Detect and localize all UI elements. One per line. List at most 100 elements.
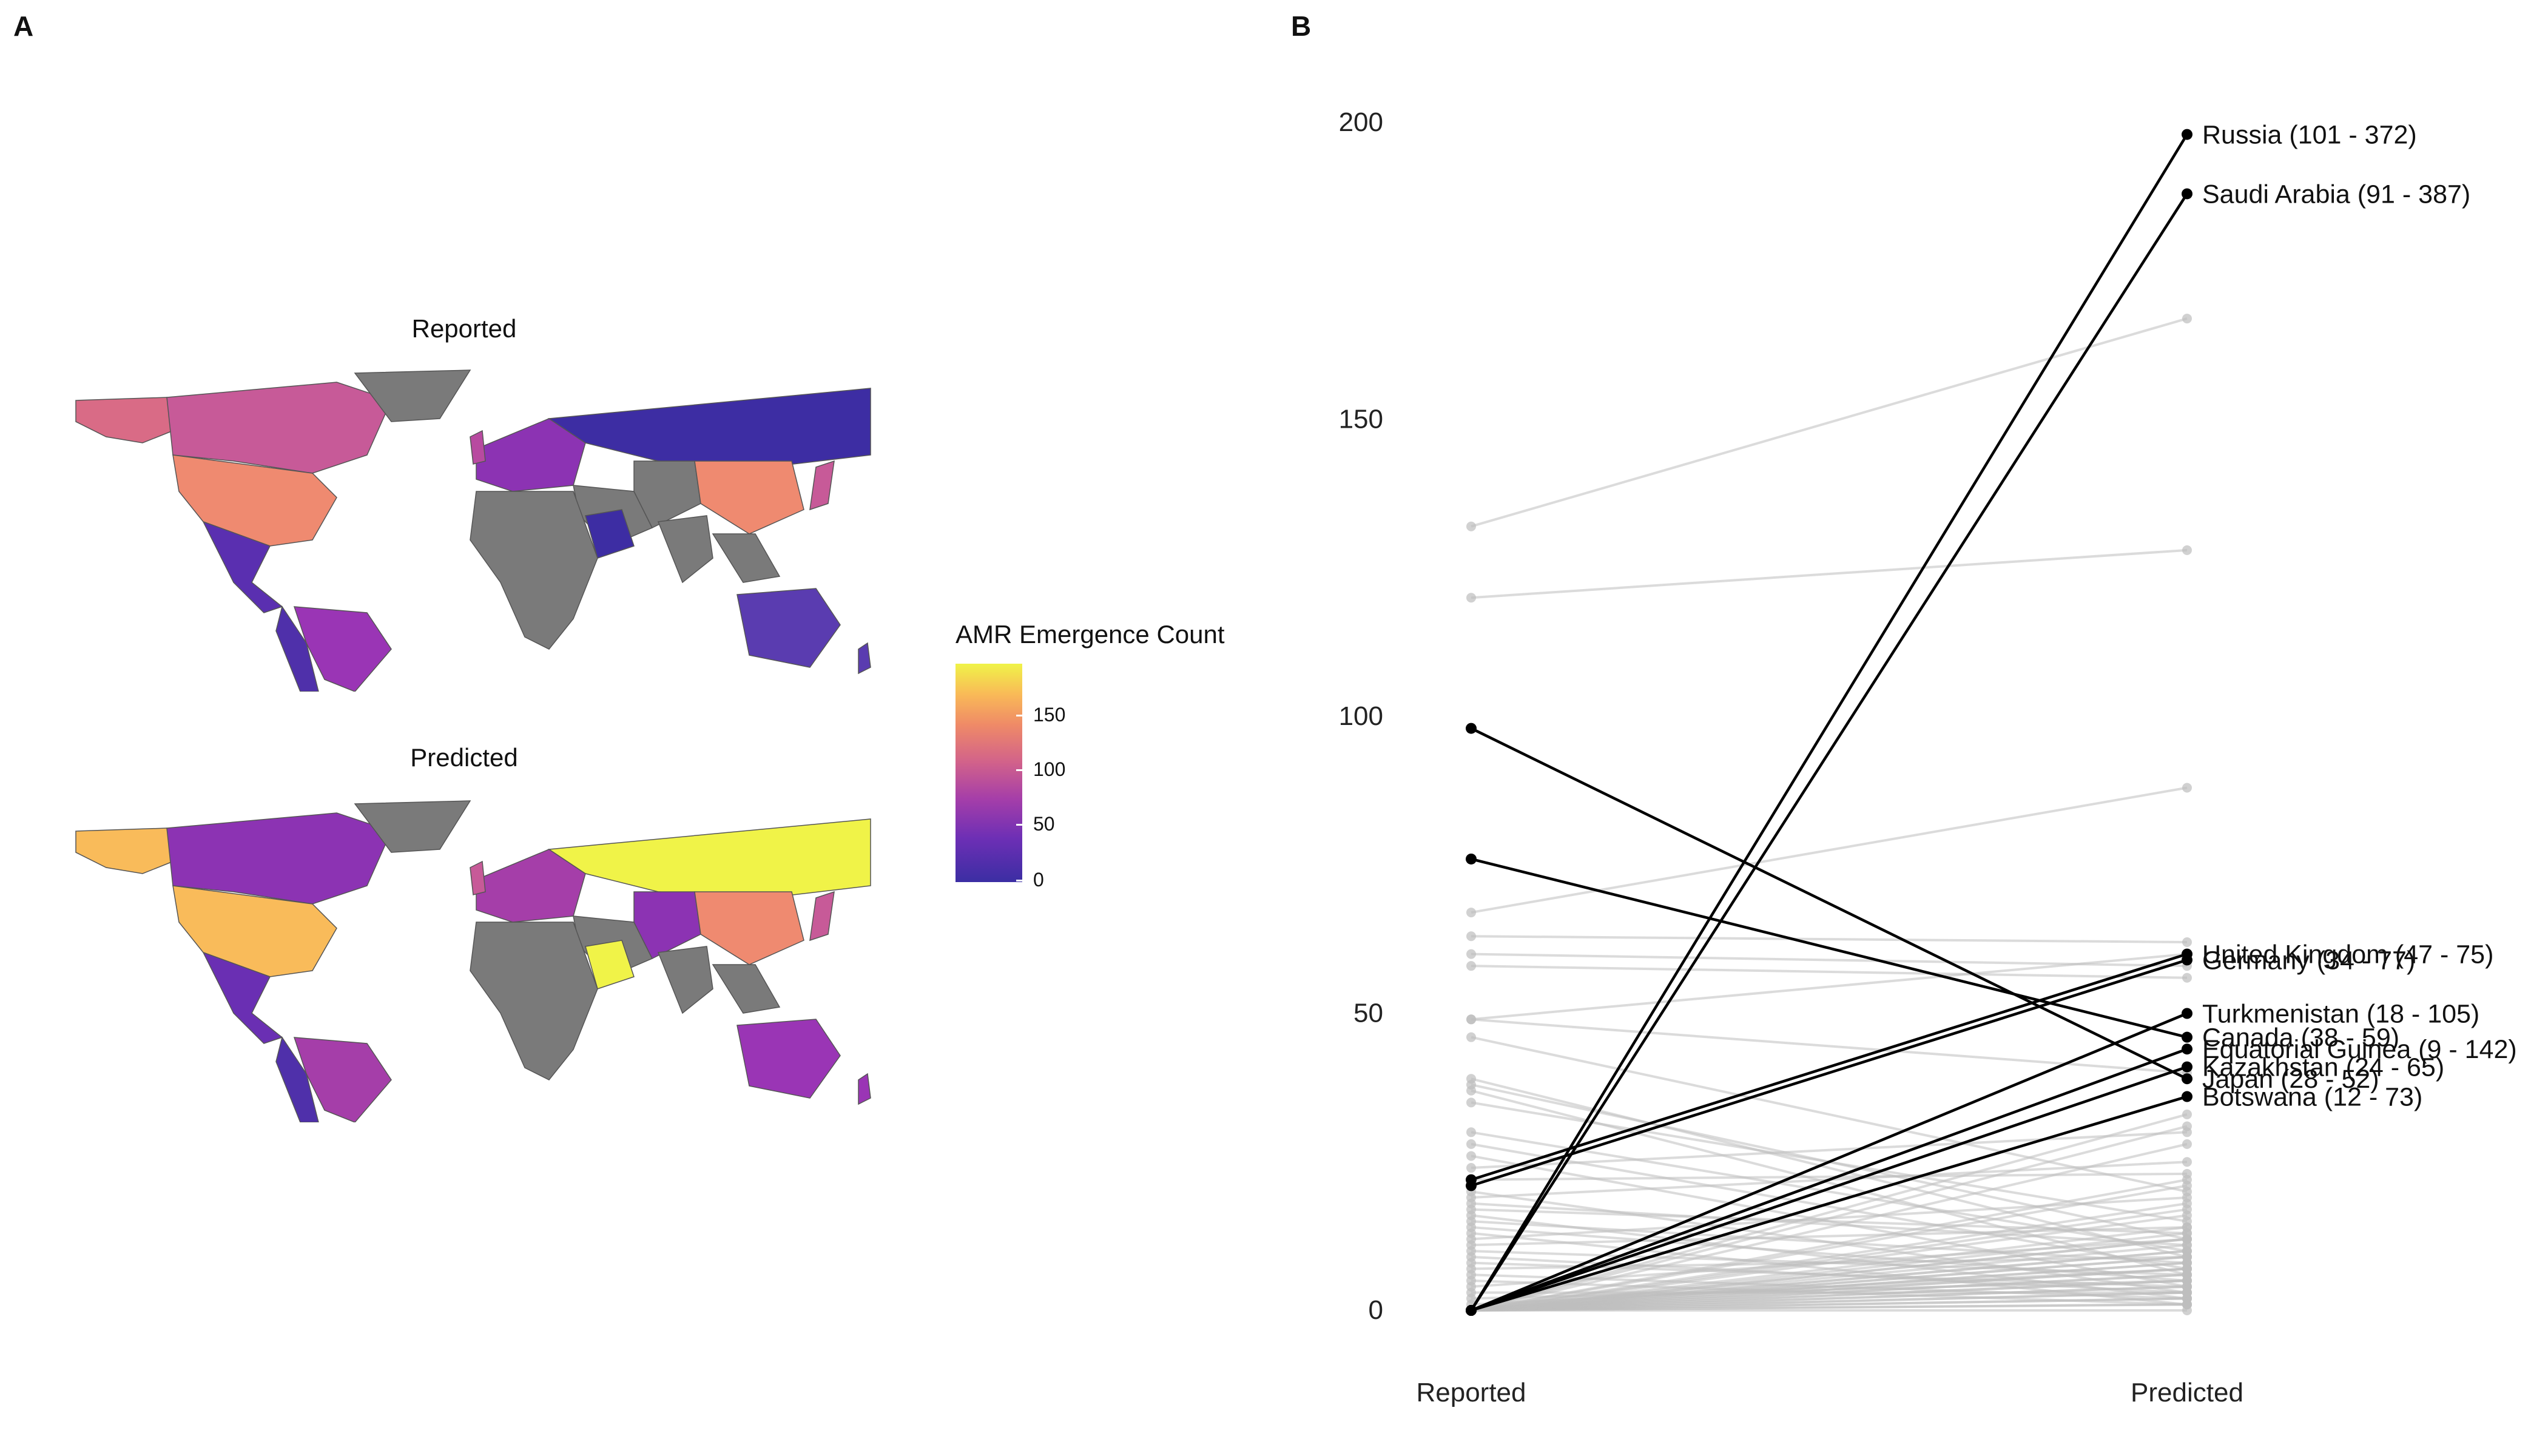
background-series-line bbox=[1471, 1267, 2188, 1312]
series-label: Russia (101 - 372) bbox=[2202, 121, 2417, 150]
highlighted-series-line bbox=[1471, 952, 2188, 1181]
map-nz bbox=[858, 1073, 871, 1105]
highlighted-point bbox=[1466, 1180, 1477, 1191]
background-series-line bbox=[1471, 548, 2188, 599]
map-africa bbox=[470, 491, 598, 650]
highlighted-point bbox=[2182, 1031, 2192, 1043]
background-point bbox=[1466, 593, 1476, 603]
highlighted-point bbox=[2182, 1008, 2192, 1019]
background-point bbox=[2182, 314, 2192, 324]
background-point bbox=[1466, 1014, 1476, 1025]
map-saudi bbox=[585, 509, 635, 559]
background-point bbox=[2182, 1234, 2192, 1244]
highlighted-point bbox=[1466, 853, 1477, 864]
background-point bbox=[2182, 1157, 2192, 1167]
predicted-world-map bbox=[52, 795, 877, 1123]
legend-title: AMR Emergence Count bbox=[956, 620, 1225, 649]
background-series-line bbox=[1471, 1291, 2188, 1312]
background-point bbox=[2182, 1181, 2192, 1191]
series-label: Botswana (12 - 73) bbox=[2202, 1083, 2422, 1112]
series-label: Germany (34 - 77) bbox=[2202, 946, 2415, 975]
y-tick-label: 50 bbox=[1353, 999, 1383, 1028]
background-point bbox=[2182, 1121, 2192, 1131]
background-series-line bbox=[1471, 935, 2188, 944]
x-tick-label: Reported bbox=[1416, 1378, 1526, 1407]
background-point bbox=[1466, 1032, 1476, 1042]
background-point bbox=[1466, 1151, 1476, 1161]
background-series-line bbox=[1471, 786, 2188, 914]
background-series-line bbox=[1471, 1036, 2188, 1193]
map-greenland bbox=[354, 369, 471, 422]
background-point bbox=[2182, 1264, 2192, 1274]
background-point bbox=[1466, 931, 1476, 942]
background-point bbox=[1466, 908, 1476, 918]
map-central-asia bbox=[633, 460, 701, 529]
highlighted-series-line bbox=[1471, 857, 2188, 1039]
background-point bbox=[1466, 1163, 1476, 1173]
background-series-line bbox=[1471, 1113, 2188, 1312]
map-greenland bbox=[354, 800, 471, 853]
legend-label: 100 bbox=[1033, 758, 1066, 780]
background-point bbox=[1466, 1097, 1476, 1108]
map-usa bbox=[172, 454, 337, 547]
highlighted-series-line bbox=[1471, 1095, 2188, 1312]
background-point bbox=[2182, 1276, 2192, 1286]
background-point bbox=[1466, 1085, 1476, 1096]
background-point bbox=[1466, 961, 1476, 971]
map-india bbox=[657, 515, 713, 584]
predicted-map-title: Predicted bbox=[410, 743, 518, 772]
highlighted-series-line bbox=[1471, 1012, 2188, 1312]
background-point bbox=[2182, 1299, 2192, 1310]
panel-b-label: B bbox=[1291, 10, 1312, 42]
background-series-line bbox=[1471, 1255, 2188, 1312]
background-point bbox=[2182, 1252, 2192, 1262]
reported-world-map bbox=[52, 364, 877, 692]
highlighted-point bbox=[2182, 1043, 2192, 1055]
map-uk bbox=[470, 430, 486, 465]
map-china bbox=[694, 891, 804, 965]
map-se-asia bbox=[712, 964, 781, 1014]
legend-tick-mark bbox=[1016, 880, 1022, 881]
background-series-line bbox=[1471, 1172, 2188, 1181]
highlighted-point bbox=[2182, 1091, 2192, 1102]
highlighted-series-line bbox=[1471, 959, 2188, 1187]
highlighted-series-line bbox=[1470, 193, 2188, 1312]
legend-label: 150 bbox=[1033, 704, 1066, 726]
highlighted-point bbox=[1466, 1305, 1477, 1316]
background-point bbox=[2182, 1109, 2192, 1119]
series-label: Equatorial Guinea (9 - 142) bbox=[2202, 1035, 2517, 1064]
background-point bbox=[1466, 1127, 1476, 1138]
x-tick-label: Predicted bbox=[2131, 1378, 2243, 1407]
highlighted-point bbox=[1466, 723, 1477, 734]
series-label: Japan (28 - 52) bbox=[2202, 1065, 2379, 1094]
series-label: Turkmenistan (18 - 105) bbox=[2202, 1000, 2479, 1029]
y-tick-label: 200 bbox=[1339, 107, 1383, 137]
background-series-line bbox=[1471, 965, 2188, 979]
background-series-line bbox=[1471, 1202, 2188, 1247]
y-tick-label: 0 bbox=[1369, 1295, 1383, 1325]
highlighted-series-line bbox=[1471, 1048, 2188, 1312]
background-series-line bbox=[1471, 1303, 2188, 1312]
highlighted-series-line bbox=[1471, 727, 2188, 1080]
highlighted-series-line bbox=[1471, 1065, 2188, 1312]
highlighted-point bbox=[2182, 129, 2192, 140]
map-central-asia bbox=[633, 891, 701, 960]
background-series-line bbox=[1471, 1142, 2188, 1312]
map-japan bbox=[809, 460, 835, 511]
highlighted-series-line bbox=[1470, 133, 2188, 1312]
background-series-line bbox=[1471, 1184, 2188, 1312]
background-point bbox=[2182, 783, 2192, 793]
highlighted-point bbox=[2182, 954, 2192, 966]
highlighted-point bbox=[2182, 1073, 2192, 1085]
background-series-line bbox=[1471, 1214, 2188, 1312]
background-point bbox=[2182, 937, 2192, 948]
map-uk bbox=[470, 860, 486, 895]
legend-label: 50 bbox=[1033, 813, 1055, 835]
legend-label: 0 bbox=[1033, 869, 1044, 891]
legend-tick-mark bbox=[1016, 715, 1022, 716]
background-series-line bbox=[1471, 952, 2188, 1021]
color-legend: AMR Emergence Count 150 100 50 0 bbox=[956, 620, 1225, 891]
map-saudi bbox=[585, 940, 635, 989]
map-usa bbox=[172, 885, 337, 977]
map-se-asia bbox=[712, 533, 781, 583]
